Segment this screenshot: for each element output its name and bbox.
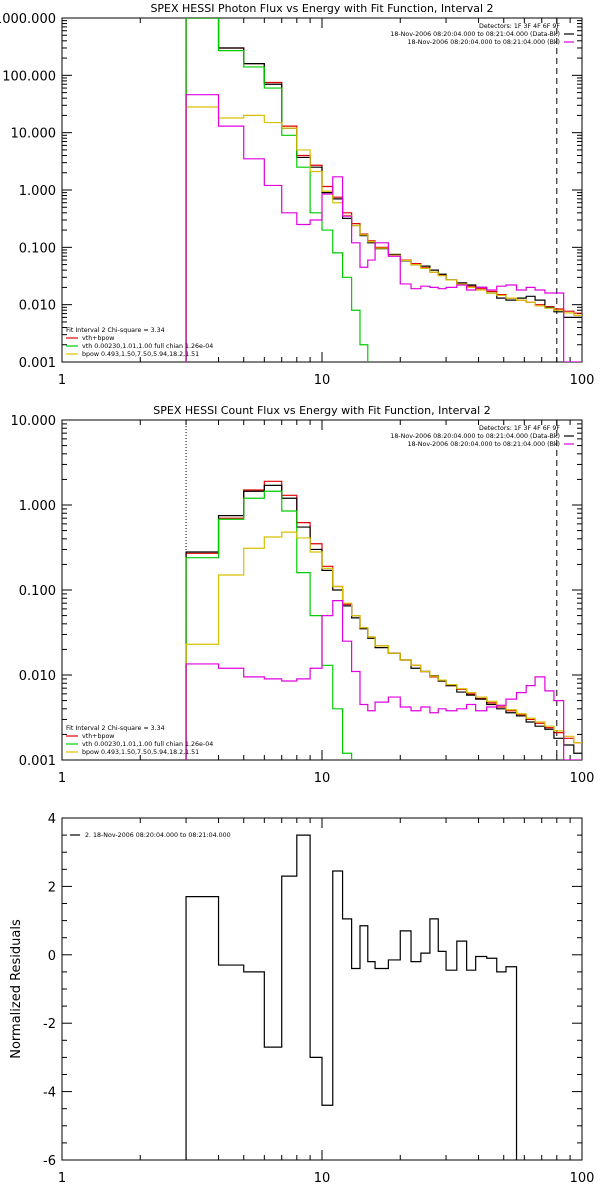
x-tick-label: 10 bbox=[314, 771, 331, 786]
y-tick-label: 2 bbox=[48, 880, 56, 895]
plot-area bbox=[185, 834, 518, 1160]
plot-area bbox=[185, 480, 582, 760]
legend-entry: 2. 18-Nov-2006 08:20:04.000 to 08:21:04.… bbox=[85, 832, 231, 839]
series-bpow bbox=[185, 531, 582, 760]
series-vth bbox=[185, 18, 369, 362]
series-data-bk bbox=[185, 484, 582, 760]
y-tick-label: 1.000 bbox=[19, 184, 56, 199]
x-tick-label: 1 bbox=[58, 373, 66, 388]
legend-entry: bpow 0.493,1.50,7.50,5.94,18.2,1.51 bbox=[82, 749, 199, 756]
x-tick-label: 1 bbox=[58, 1171, 66, 1186]
legend-entry: Detectors: 1F 3F 4F 6F 9F bbox=[479, 23, 560, 30]
y-tick-label: 100.000 bbox=[2, 69, 56, 84]
y-axis-label: Normalized Residuals bbox=[9, 919, 24, 1059]
plot-frame bbox=[61, 817, 583, 1161]
x-tick-label: 10 bbox=[314, 1171, 331, 1186]
legend-entry: 18-Nov-2006 08:20:04.000 to 08:21:04.000… bbox=[407, 39, 560, 46]
legend-top-left: 2. 18-Nov-2006 08:20:04.000 to 08:21:04.… bbox=[70, 832, 231, 839]
legend-bottom-left: Fit Interval 2 Chi-square = 3.34vth+bpow… bbox=[66, 725, 213, 756]
x-tick-label: 100 bbox=[570, 1171, 595, 1186]
legend-entry: Fit Interval 2 Chi-square = 3.34 bbox=[66, 327, 165, 334]
chart-3: 1 10 100 -6 -4 -2 0 2 4 Normalized Residuals 2. 18… bbox=[9, 812, 594, 1186]
legend-entry: 18-Nov-2006 08:20:04.000 to 08:21:04.000… bbox=[407, 441, 560, 448]
y-tick-label: 0 bbox=[48, 949, 56, 964]
legend-entry: bpow 0.493,1.50,7.50,5.94,18.2,1.51 bbox=[82, 351, 199, 358]
series-bpow bbox=[185, 106, 582, 362]
x-tick-label: 1 bbox=[58, 771, 66, 786]
chart-1: SPEX HESSI Photon Flux vs Energy with Fi… bbox=[0, 2, 594, 388]
x-axis: 1 10 100 bbox=[58, 818, 595, 1186]
series-residuals bbox=[185, 834, 518, 1160]
series-vth-bpow bbox=[185, 480, 582, 760]
series-bk bbox=[185, 94, 582, 362]
y-tick-label: -2 bbox=[43, 1017, 56, 1032]
y-tick-label: 0.010 bbox=[19, 299, 56, 314]
legend-entry: 18-Nov-2006 08:20:04.000 to 08:21:04.000… bbox=[390, 433, 560, 440]
y-tick-label: 0.001 bbox=[19, 356, 56, 371]
series-vth bbox=[185, 490, 353, 760]
y-tick-label: -4 bbox=[43, 1086, 56, 1101]
y-tick-label: -6 bbox=[43, 1154, 56, 1169]
chart-title: SPEX HESSI Count Flux vs Energy with Fit… bbox=[153, 404, 490, 417]
x-tick-label: 100 bbox=[570, 373, 595, 388]
chart-title: SPEX HESSI Photon Flux vs Energy with Fi… bbox=[150, 2, 493, 15]
legend-entry: Fit Interval 2 Chi-square = 3.34 bbox=[66, 725, 165, 732]
legend-bottom-left: Fit Interval 2 Chi-square = 3.34vth+bpow… bbox=[66, 327, 213, 358]
y-tick-label: 1000.000 bbox=[0, 12, 56, 27]
y-axis: 0.001 0.010 0.100 1.000 10.000 bbox=[11, 414, 582, 769]
x-tick-label: 100 bbox=[570, 771, 595, 786]
y-axis: -6 -4 -2 0 2 4 bbox=[43, 812, 582, 1169]
series-bk bbox=[185, 600, 582, 760]
legend-entry: vth+bpow bbox=[82, 335, 114, 342]
legend-entry: vth 0.00230,1.01,1.00 full chian 1.26e-0… bbox=[82, 343, 213, 350]
plot-area bbox=[185, 18, 582, 362]
x-axis: 1 10 100 bbox=[58, 18, 595, 388]
y-axis: 0.001 0.010 0.100 1.000 10.000 100.000 1000.00… bbox=[0, 12, 582, 371]
y-tick-label: 0.001 bbox=[19, 754, 56, 769]
legend-entry: 18-Nov-2006 08:20:04.000 to 08:21:04.000… bbox=[390, 31, 560, 38]
legend-entry: vth 0.00230,1.01,1.00 full chian 1.26e-0… bbox=[82, 741, 213, 748]
y-tick-label: 0.100 bbox=[19, 584, 56, 599]
y-tick-label: 0.100 bbox=[19, 241, 56, 256]
y-tick-label: 10.000 bbox=[11, 414, 57, 429]
y-tick-label: 4 bbox=[48, 812, 56, 827]
chart-2: SPEX HESSI Count Flux vs Energy with Fit… bbox=[11, 404, 595, 786]
y-tick-label: 1.000 bbox=[19, 499, 56, 514]
legend-entry: vth+bpow bbox=[82, 733, 114, 740]
y-tick-label: 0.010 bbox=[19, 669, 56, 684]
series-data-bk bbox=[185, 18, 582, 362]
y-tick-label: 10.000 bbox=[11, 127, 57, 142]
legend-entry: Detectors: 1F 3F 4F 6F 9F bbox=[479, 425, 560, 432]
series-vth-bpow bbox=[185, 18, 582, 362]
x-tick-label: 10 bbox=[314, 373, 331, 388]
